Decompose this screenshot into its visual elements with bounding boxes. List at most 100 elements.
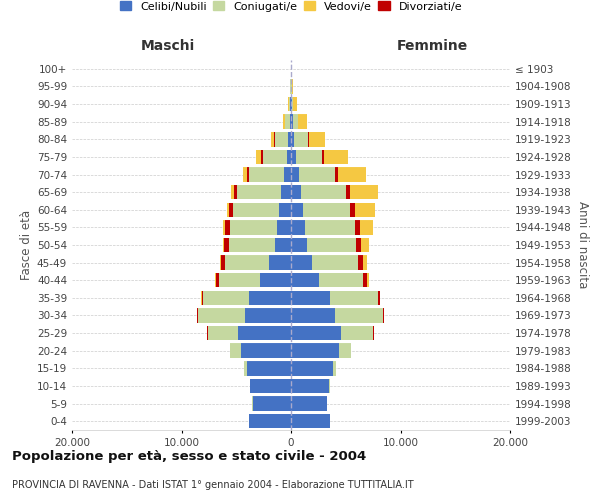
Bar bbox=[243, 168, 247, 181]
Bar bbox=[291, 114, 293, 129]
Bar bbox=[250, 168, 284, 181]
Bar bbox=[291, 238, 307, 252]
Bar bbox=[291, 132, 294, 146]
Bar bbox=[291, 396, 327, 411]
Bar bbox=[227, 202, 229, 217]
Bar bbox=[226, 220, 230, 234]
Bar bbox=[197, 308, 198, 322]
Bar bbox=[338, 168, 366, 181]
Bar bbox=[346, 185, 350, 200]
Bar bbox=[275, 238, 291, 252]
Bar bbox=[288, 132, 291, 146]
Bar bbox=[271, 132, 274, 146]
Bar bbox=[363, 256, 367, 270]
Y-axis label: Anni di nascita: Anni di nascita bbox=[576, 202, 589, 288]
Bar bbox=[230, 220, 277, 234]
Bar bbox=[279, 202, 291, 217]
Bar bbox=[277, 220, 291, 234]
Bar bbox=[312, 256, 358, 270]
Bar bbox=[245, 308, 291, 322]
Bar bbox=[360, 220, 373, 234]
Bar bbox=[234, 185, 238, 200]
Bar bbox=[291, 361, 332, 376]
Bar bbox=[260, 273, 291, 287]
Bar bbox=[358, 256, 363, 270]
Legend: Celibi/Nubili, Coniugati/e, Vedovi/e, Divorziati/e: Celibi/Nubili, Coniugati/e, Vedovi/e, Di… bbox=[118, 0, 464, 14]
Bar bbox=[329, 378, 330, 393]
Bar bbox=[301, 185, 346, 200]
Bar bbox=[250, 414, 291, 428]
Bar bbox=[377, 290, 380, 305]
Bar bbox=[290, 97, 291, 112]
Bar bbox=[323, 150, 347, 164]
Bar bbox=[198, 308, 245, 322]
Bar bbox=[247, 361, 291, 376]
Bar bbox=[221, 256, 226, 270]
Bar bbox=[305, 220, 355, 234]
Bar bbox=[335, 168, 338, 181]
Bar bbox=[303, 202, 350, 217]
Bar bbox=[293, 114, 298, 129]
Bar bbox=[291, 185, 301, 200]
Bar bbox=[291, 344, 339, 358]
Bar bbox=[274, 132, 275, 146]
Bar bbox=[244, 361, 247, 376]
Bar bbox=[291, 414, 331, 428]
Bar bbox=[291, 150, 296, 164]
Text: Maschi: Maschi bbox=[141, 38, 195, 52]
Bar bbox=[215, 273, 216, 287]
Bar bbox=[256, 150, 262, 164]
Bar bbox=[290, 114, 291, 129]
Bar bbox=[216, 273, 219, 287]
Bar bbox=[284, 168, 291, 181]
Bar bbox=[291, 256, 312, 270]
Bar bbox=[241, 344, 291, 358]
Text: Femmine: Femmine bbox=[397, 38, 467, 52]
Bar bbox=[238, 326, 291, 340]
Bar bbox=[355, 220, 360, 234]
Bar bbox=[291, 273, 319, 287]
Bar bbox=[275, 132, 288, 146]
Bar bbox=[250, 378, 291, 393]
Bar bbox=[291, 220, 305, 234]
Bar bbox=[291, 97, 292, 112]
Bar bbox=[367, 273, 369, 287]
Bar bbox=[361, 238, 368, 252]
Bar bbox=[298, 114, 307, 129]
Text: PROVINCIA DI RAVENNA - Dati ISTAT 1° gennaio 2004 - Elaborazione TUTTITALIA.IT: PROVINCIA DI RAVENNA - Dati ISTAT 1° gen… bbox=[12, 480, 413, 490]
Bar bbox=[293, 97, 297, 112]
Bar bbox=[291, 326, 341, 340]
Bar bbox=[224, 238, 229, 252]
Bar bbox=[287, 150, 291, 164]
Bar bbox=[263, 150, 287, 164]
Bar bbox=[208, 326, 238, 340]
Bar bbox=[308, 132, 309, 146]
Bar bbox=[291, 168, 299, 181]
Bar bbox=[350, 202, 355, 217]
Bar bbox=[223, 238, 224, 252]
Bar bbox=[383, 308, 384, 322]
Bar bbox=[223, 220, 226, 234]
Bar bbox=[307, 238, 356, 252]
Bar bbox=[229, 238, 275, 252]
Bar bbox=[226, 256, 269, 270]
Y-axis label: Fasce di età: Fasce di età bbox=[20, 210, 33, 280]
Bar bbox=[202, 290, 203, 305]
Bar bbox=[355, 202, 375, 217]
Bar bbox=[292, 79, 293, 94]
Bar bbox=[253, 396, 291, 411]
Bar bbox=[231, 185, 234, 200]
Bar bbox=[339, 344, 351, 358]
Bar bbox=[296, 150, 322, 164]
Bar bbox=[291, 290, 331, 305]
Bar bbox=[319, 273, 363, 287]
Bar bbox=[229, 202, 233, 217]
Bar bbox=[286, 114, 290, 129]
Bar bbox=[331, 290, 377, 305]
Bar bbox=[250, 290, 291, 305]
Bar bbox=[363, 273, 367, 287]
Bar bbox=[220, 256, 221, 270]
Bar bbox=[291, 202, 303, 217]
Bar bbox=[230, 344, 241, 358]
Bar bbox=[281, 185, 291, 200]
